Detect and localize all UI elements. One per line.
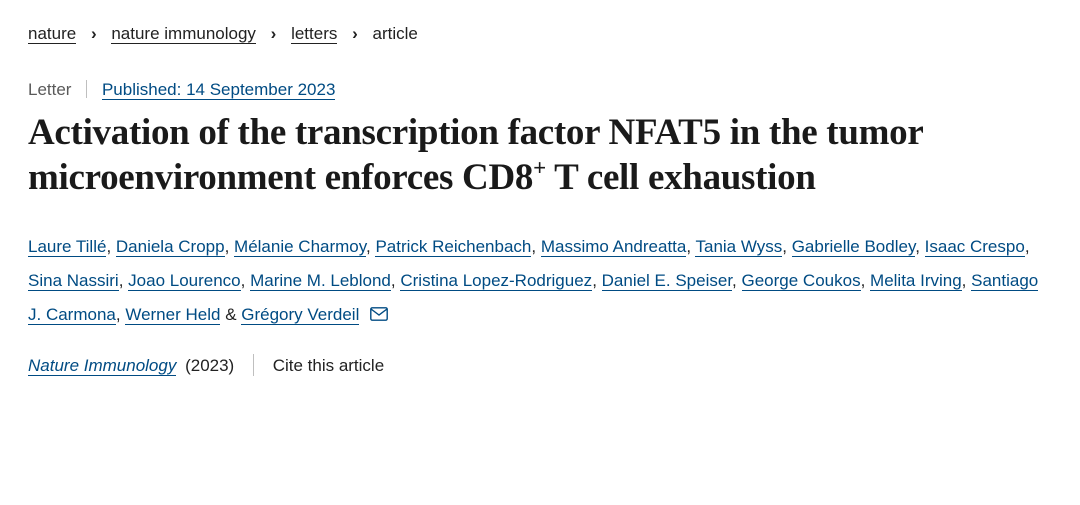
corresponding-author-link[interactable]: Grégory Verdeil: [241, 305, 359, 325]
author-list: Laure Tillé, Daniela Cropp, Mélanie Char…: [28, 230, 1052, 332]
author-link[interactable]: Laure Tillé: [28, 237, 106, 257]
author-link[interactable]: Cristina Lopez-Rodriguez: [400, 271, 592, 291]
chevron-right-icon: ›: [352, 24, 358, 43]
author-link[interactable]: Daniel E. Speiser: [602, 271, 732, 291]
author-separator: ,: [119, 271, 128, 290]
mail-icon[interactable]: [370, 307, 388, 321]
author-separator: ,: [1025, 237, 1030, 256]
chevron-right-icon: ›: [271, 24, 277, 43]
title-text-post: T cell exhaustion: [546, 157, 816, 198]
author-link[interactable]: Joao Lourenco: [128, 271, 240, 291]
author-separator: ,: [531, 237, 540, 256]
author-separator: ,: [962, 271, 971, 290]
author-link[interactable]: Tania Wyss: [695, 237, 782, 257]
breadcrumb-link-section[interactable]: letters: [291, 24, 337, 44]
author-link[interactable]: Gabrielle Bodley: [792, 237, 915, 257]
author-separator: ,: [391, 271, 400, 290]
author-link[interactable]: Sina Nassiri: [28, 271, 119, 291]
author-separator: ,: [915, 237, 924, 256]
author-link[interactable]: Patrick Reichenbach: [375, 237, 531, 257]
journal-link[interactable]: Nature Immunology: [28, 356, 176, 376]
divider: [253, 354, 254, 376]
title-superscript: +: [533, 156, 546, 181]
author-separator: ,: [106, 237, 115, 256]
author-link[interactable]: Daniela Cropp: [116, 237, 225, 257]
ampersand: &: [225, 305, 241, 324]
chevron-right-icon: ›: [91, 24, 97, 43]
author-separator: ,: [732, 271, 741, 290]
breadcrumb-current: article: [373, 24, 418, 43]
author-separator: ,: [116, 305, 125, 324]
author-link[interactable]: Isaac Crespo: [925, 237, 1025, 257]
author-link[interactable]: Marine M. Leblond: [250, 271, 391, 291]
author-separator: ,: [225, 237, 234, 256]
author-separator: ,: [592, 271, 601, 290]
author-link[interactable]: Massimo Andreatta: [541, 237, 687, 257]
author-link[interactable]: Werner Held: [125, 305, 220, 325]
citation-line: Nature Immunology (2023) Cite this artic…: [28, 354, 1052, 376]
divider: [86, 80, 87, 98]
citation-year: (2023): [185, 356, 234, 375]
article-title: Activation of the transcription factor N…: [28, 110, 1052, 200]
author-link[interactable]: Mélanie Charmoy: [234, 237, 366, 257]
breadcrumb: nature › nature immunology › letters › a…: [28, 24, 1052, 44]
author-link[interactable]: George Coukos: [742, 271, 861, 291]
author-link[interactable]: Melita Irving: [870, 271, 962, 291]
author-separator: ,: [861, 271, 870, 290]
author-separator: ,: [782, 237, 791, 256]
cite-article-link[interactable]: Cite this article: [273, 356, 384, 375]
breadcrumb-link-nature[interactable]: nature: [28, 24, 76, 44]
published-date-link[interactable]: Published: 14 September 2023: [102, 80, 335, 100]
author-separator: ,: [241, 271, 250, 290]
article-meta: Letter Published: 14 September 2023: [28, 80, 1052, 100]
article-category: Letter: [28, 80, 71, 99]
breadcrumb-link-journal[interactable]: nature immunology: [111, 24, 256, 44]
